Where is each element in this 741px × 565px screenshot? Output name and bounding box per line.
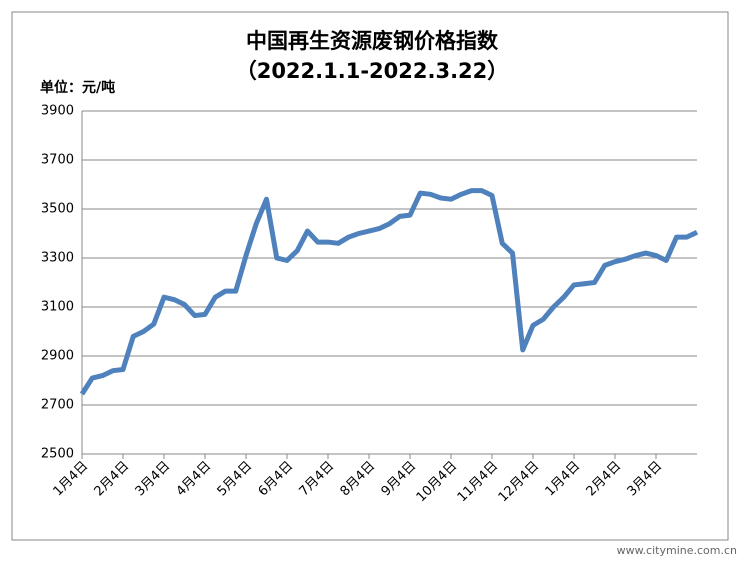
- x-tick-label: 5月4日: [215, 459, 256, 500]
- x-tick-label: 3月4日: [625, 459, 666, 500]
- x-tick-label: 7月4日: [297, 459, 338, 500]
- y-tick-label: 3300: [41, 251, 74, 266]
- y-tick-label: 3900: [41, 104, 74, 119]
- x-tick-label: 3月4日: [133, 459, 174, 500]
- x-tick-label: 10月4日: [414, 459, 461, 506]
- data-line: [79, 188, 699, 396]
- x-tick-label: 12月4日: [496, 459, 543, 506]
- x-tick-label: 1月4日: [543, 459, 584, 500]
- x-tick-label: 8月4日: [338, 459, 379, 500]
- x-tick-label: 2月4日: [584, 459, 625, 500]
- y-tick-label: 3500: [41, 202, 74, 217]
- y-axis-unit: 单位：元/吨: [40, 79, 115, 96]
- x-tick-label: 6月4日: [256, 459, 297, 500]
- x-tick-label: 4月4日: [174, 459, 215, 500]
- x-tick-label: 1月4日: [51, 459, 92, 500]
- y-tick-label: 2900: [41, 349, 74, 364]
- y-tick-label: 3100: [41, 300, 74, 315]
- y-tick-label: 3700: [41, 153, 74, 168]
- y-tick-label: 2500: [41, 447, 74, 462]
- x-tick-label: 2月4日: [92, 459, 133, 500]
- watermark: www.citymine.com.cn: [617, 544, 737, 557]
- x-tick-label: 9月4日: [379, 459, 420, 500]
- chart-title: 中国再生资源废钢价格指数: [246, 29, 499, 53]
- chart-subtitle: （2022.1.1-2022.3.22）: [236, 59, 509, 83]
- y-tick-label: 2700: [41, 398, 74, 413]
- chart-border: [11, 11, 729, 541]
- x-tick-label: 11月4日: [455, 459, 502, 506]
